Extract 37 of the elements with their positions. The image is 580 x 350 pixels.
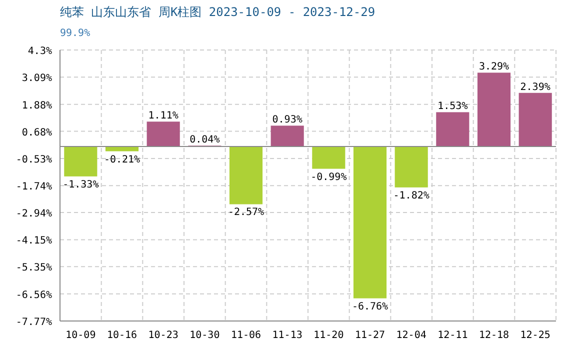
y-tick-label: -6.56% bbox=[16, 290, 52, 301]
x-tick-label: 10-09 bbox=[66, 330, 96, 341]
y-tick-label: -5.35% bbox=[16, 262, 52, 274]
x-tick-label: 11-20 bbox=[314, 330, 344, 341]
data-label: -2.57% bbox=[228, 207, 264, 218]
chart-title: 纯苯 山东山东省 周K柱图 2023-10-09 - 2023-12-29 bbox=[60, 5, 376, 19]
x-tick-label: 12-04 bbox=[396, 330, 426, 341]
data-label: 3.29% bbox=[478, 62, 510, 73]
data-label: 1.53% bbox=[438, 101, 468, 112]
data-label: -0.99% bbox=[310, 172, 347, 183]
data-label: -0.21% bbox=[104, 154, 140, 166]
y-tick-label: 1.88% bbox=[22, 100, 52, 112]
data-label: 2.39% bbox=[520, 82, 550, 93]
data-label: -1.82% bbox=[393, 190, 430, 202]
x-tick-label: 11-06 bbox=[230, 330, 262, 341]
y-tick-label: -0.53% bbox=[16, 154, 52, 166]
data-label: 1.11% bbox=[148, 110, 178, 122]
data-label: 0.04% bbox=[190, 134, 220, 146]
data-label: -1.33% bbox=[62, 179, 99, 190]
y-tick-label: -4.15% bbox=[16, 236, 52, 247]
x-tick-label: 10-16 bbox=[106, 330, 138, 341]
y-tick-label: -1.74% bbox=[16, 182, 52, 193]
x-tick-label: 11-27 bbox=[354, 330, 386, 341]
y-tick-label: 4.3% bbox=[28, 46, 52, 57]
y-tick-label: -7.77% bbox=[16, 317, 52, 328]
x-tick-label: 12-18 bbox=[478, 330, 510, 341]
y-tick-label: 3.09% bbox=[22, 73, 52, 84]
x-tick-label: 10-30 bbox=[190, 330, 220, 341]
chart-subtitle: 99.9% bbox=[60, 28, 90, 39]
data-label: 0.93% bbox=[272, 114, 302, 126]
y-tick-label: -2.94% bbox=[16, 208, 52, 220]
y-tick-label: 0.68% bbox=[22, 127, 52, 138]
data-label: -6.76% bbox=[352, 301, 388, 312]
x-tick-label: 12-11 bbox=[438, 330, 468, 341]
x-tick-label: 10-23 bbox=[148, 330, 178, 341]
x-tick-label: 12-25 bbox=[520, 330, 550, 341]
x-tick-label: 11-13 bbox=[272, 330, 302, 341]
